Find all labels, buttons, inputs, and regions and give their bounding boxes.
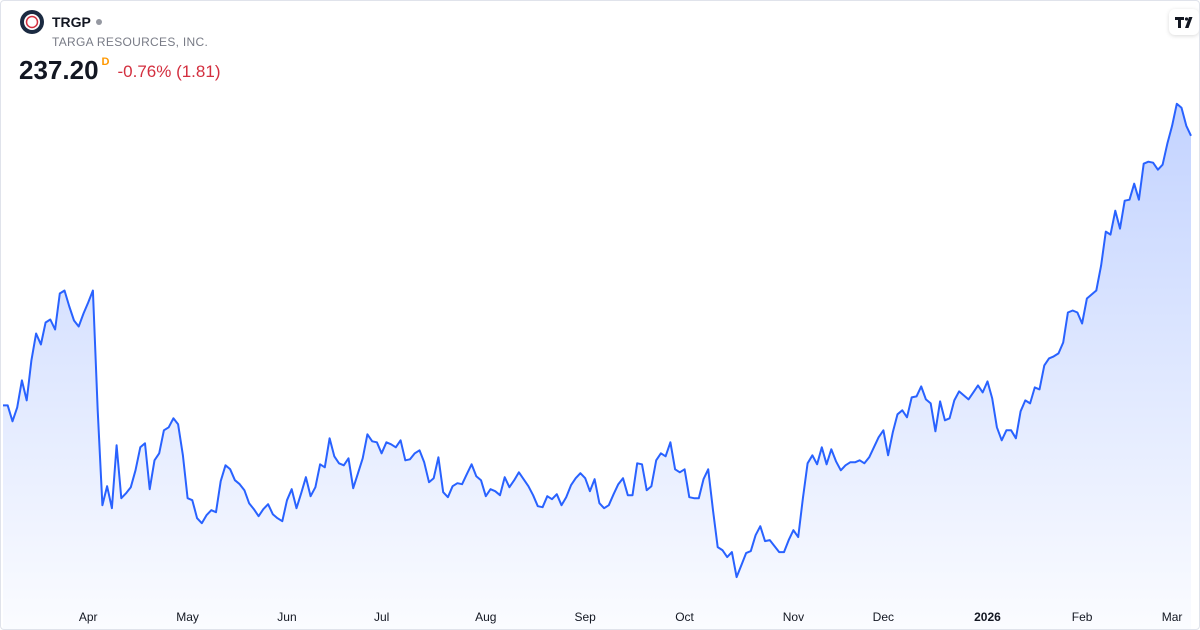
x-tick-label: 2026 (974, 610, 1001, 624)
x-tick-label: Feb (1072, 610, 1093, 624)
x-tick-label: Apr (79, 610, 98, 624)
x-tick-label: Jun (277, 610, 296, 624)
status-dot (95, 19, 102, 25)
company-name: TARGA RESOURCES, INC. (52, 35, 209, 49)
price-flag: D (101, 56, 110, 68)
brand-icon (1175, 17, 1193, 28)
symbol: TRGP (52, 14, 91, 30)
x-tick-label: Sep (574, 610, 596, 624)
area-fill (3, 103, 1191, 629)
x-tick-label: Dec (873, 610, 894, 624)
x-tick-label: Mar (1162, 610, 1183, 624)
price: 237.20 (19, 55, 99, 85)
x-tick-label: May (176, 610, 199, 624)
brand-logo[interactable] (1169, 9, 1199, 35)
x-tick-label: Nov (783, 610, 804, 624)
price-line (3, 102, 1192, 579)
x-tick-label: Oct (675, 610, 694, 624)
x-tick-label: Jul (374, 610, 389, 624)
logo (20, 10, 44, 34)
header: TRGP TARGA RESOURCES, INC. 237.20 D -0.7… (19, 10, 221, 86)
price-change: -0.76% (1.81) (117, 62, 221, 81)
x-tick-label: Aug (475, 610, 496, 624)
